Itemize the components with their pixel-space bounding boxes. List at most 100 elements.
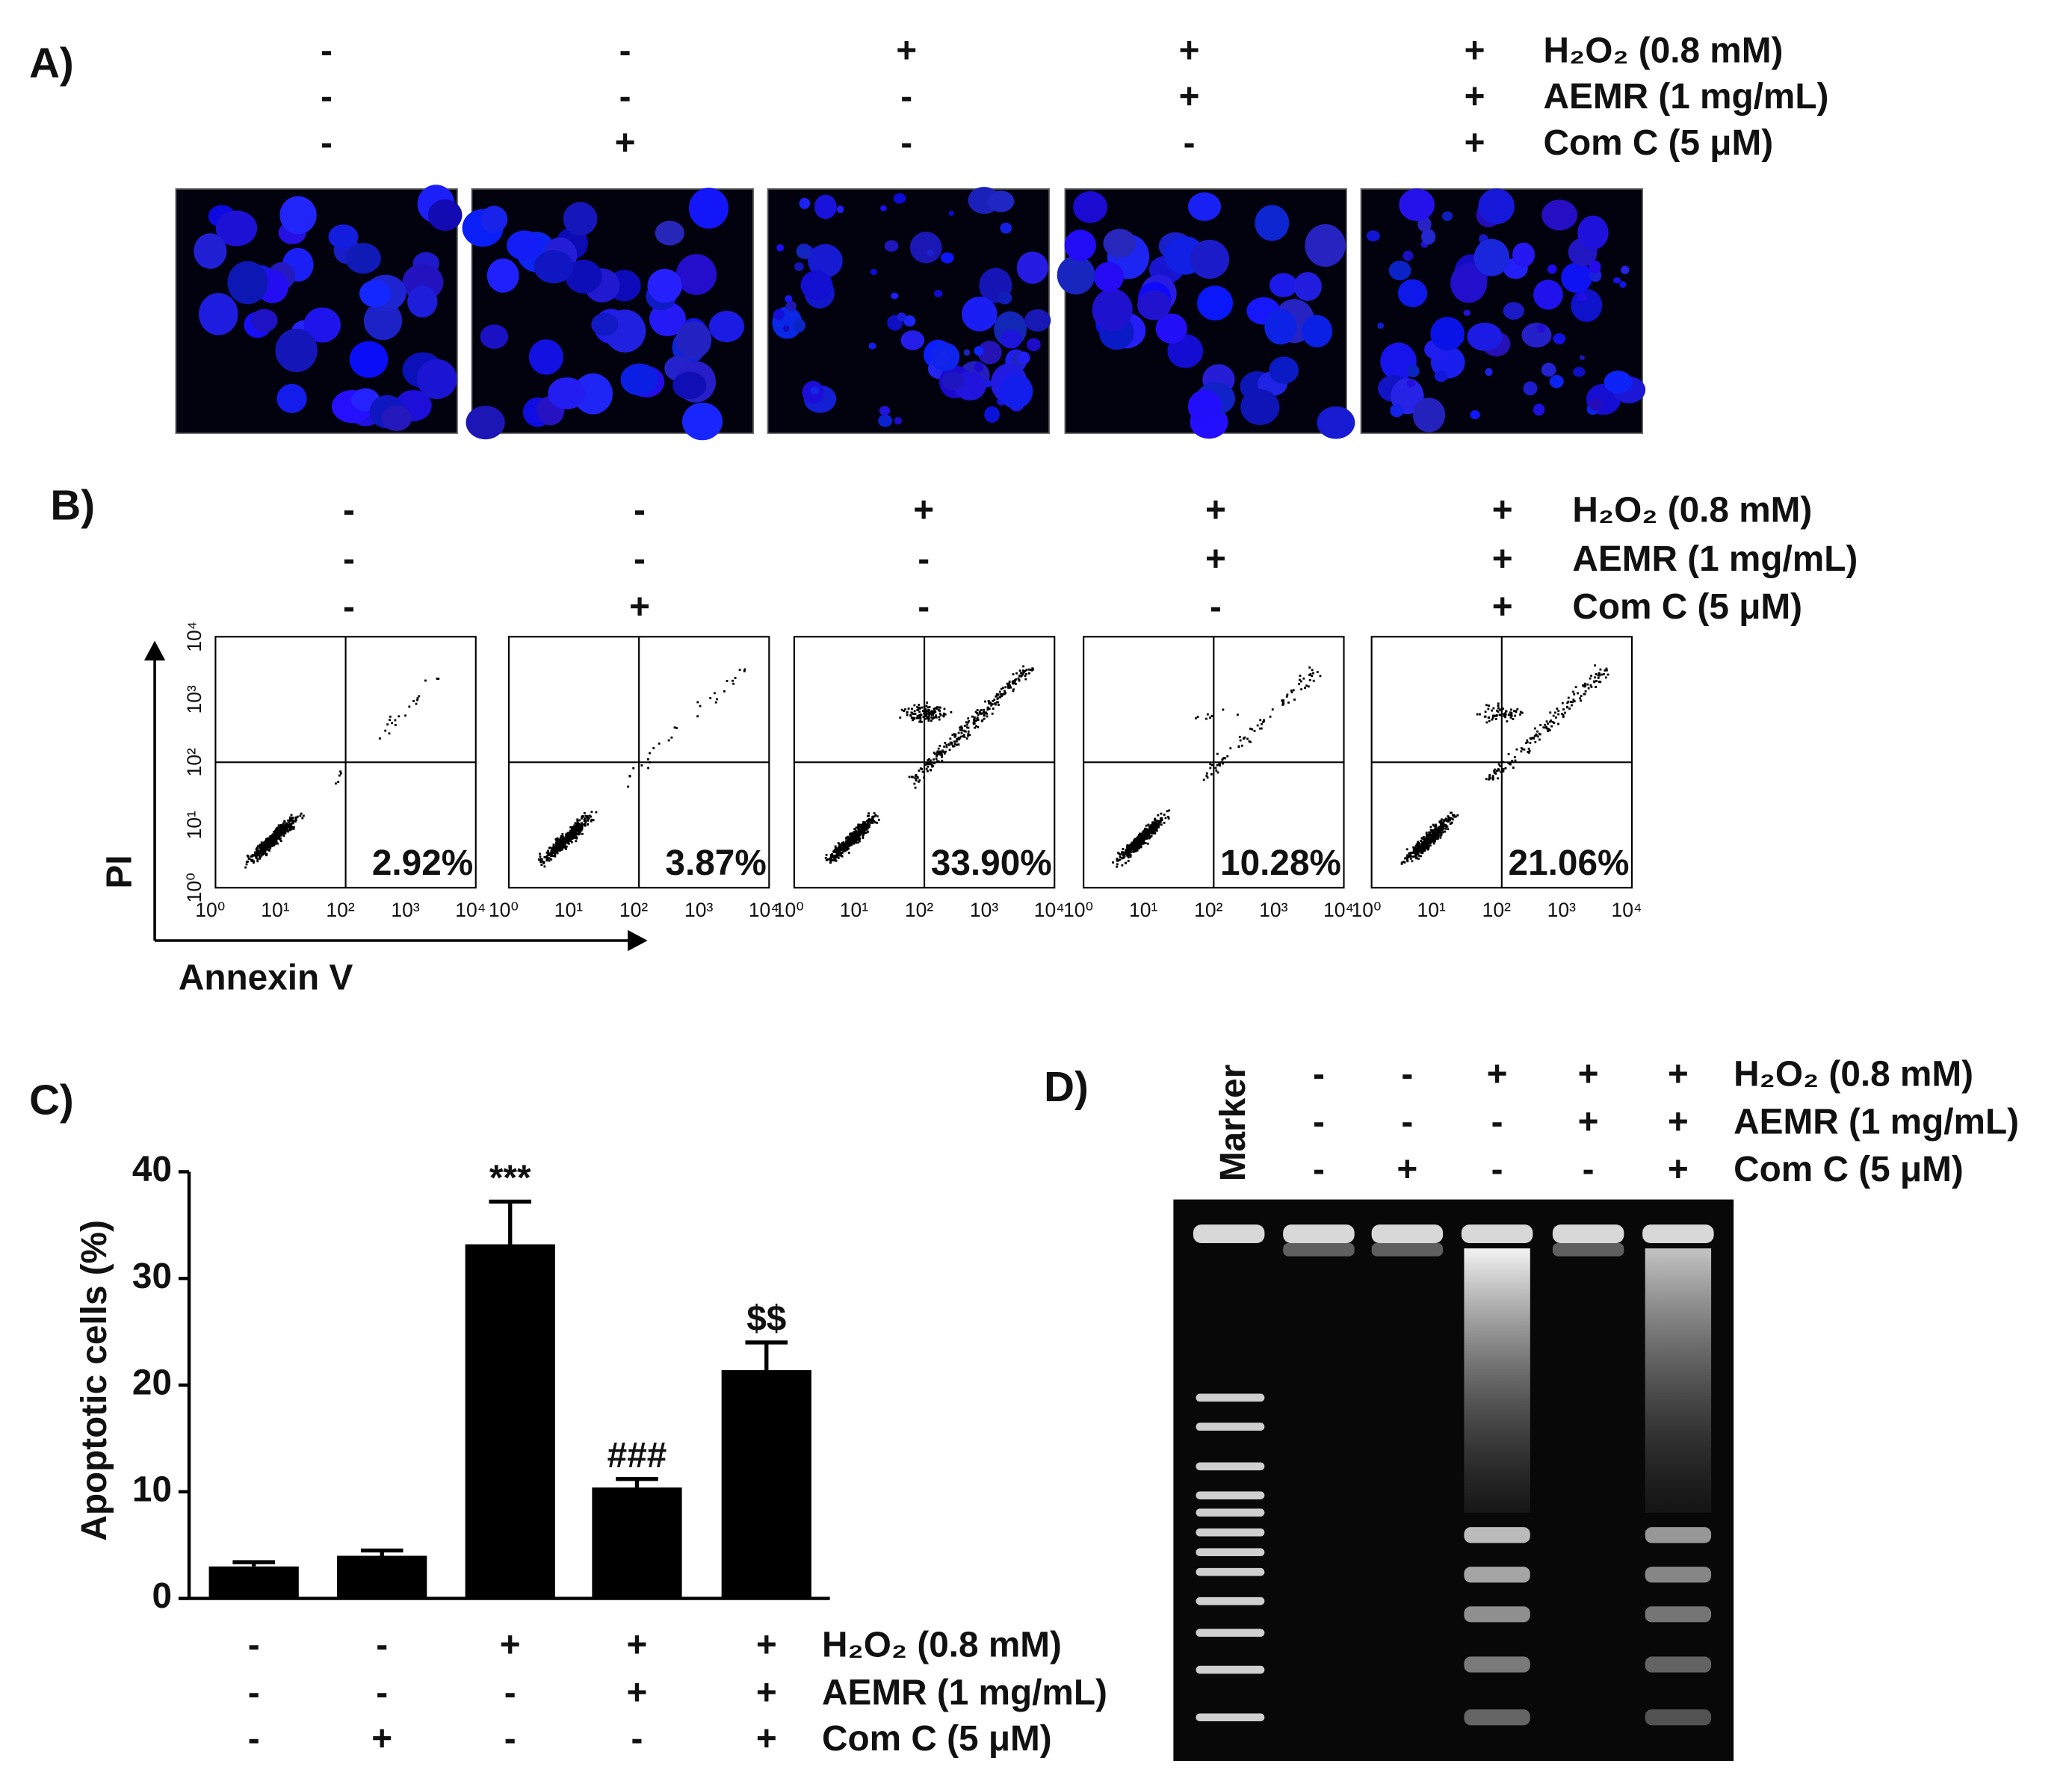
event-dot [1509, 716, 1512, 719]
event-dot [670, 736, 673, 739]
event-dot [1417, 852, 1420, 855]
event-dot [1141, 834, 1143, 836]
event-dot [1237, 746, 1240, 749]
event-dot [928, 717, 930, 720]
event-dot [845, 840, 847, 843]
event-dot [563, 843, 566, 846]
event-dot [279, 827, 282, 830]
event-dot [1519, 713, 1521, 716]
dna-band [1645, 1709, 1712, 1726]
nucleus [1197, 285, 1234, 320]
event-dot [578, 825, 581, 828]
event-dot [1246, 737, 1249, 740]
event-dot [936, 750, 939, 753]
event-dot [1151, 823, 1154, 826]
nucleus [900, 330, 925, 350]
event-dot [984, 700, 986, 703]
event-dot [1411, 860, 1414, 863]
event-dot [918, 780, 920, 783]
event-dot [1405, 856, 1408, 859]
event-dot [1550, 725, 1553, 728]
event-dot [939, 752, 942, 755]
event-dot [260, 846, 263, 849]
event-dot [285, 826, 288, 829]
nucleus [1407, 365, 1420, 378]
event-dot [950, 743, 953, 746]
event-dot [967, 717, 970, 720]
event-dot [1572, 699, 1575, 701]
nucleus [1017, 351, 1030, 365]
event-dot [1504, 716, 1506, 719]
event-dot [965, 737, 968, 740]
event-dot [1153, 826, 1155, 828]
event-dot [986, 712, 989, 715]
event-dot [859, 833, 862, 836]
nucleus [359, 279, 392, 308]
nucleus [1503, 302, 1524, 320]
event-dot [1015, 678, 1018, 681]
event-dot [1435, 831, 1438, 834]
event-dot [1414, 850, 1417, 853]
event-dot [1282, 699, 1285, 702]
event-dot [436, 678, 439, 680]
nucleus [1103, 229, 1136, 258]
event-dot [835, 859, 838, 862]
event-dot [1439, 826, 1442, 829]
event-dot [842, 844, 845, 847]
event-dot [1163, 821, 1166, 824]
event-dot [960, 729, 963, 732]
dna-band [1645, 1606, 1712, 1623]
event-dot [1420, 849, 1423, 852]
event-dot [1572, 690, 1574, 693]
treatment-sign: + [1668, 1102, 1689, 1142]
nucleus [507, 230, 542, 261]
event-dot [1506, 720, 1509, 722]
event-dot [853, 831, 856, 834]
event-dot [558, 838, 561, 841]
event-dot [1210, 715, 1213, 717]
dna-band [1552, 1242, 1624, 1257]
event-dot [1153, 829, 1156, 831]
event-dot [1285, 695, 1288, 698]
nucleus [649, 302, 686, 337]
nucleus [941, 371, 965, 391]
nucleus [1000, 222, 1012, 234]
event-dot [965, 723, 968, 726]
event-dot [1542, 726, 1545, 729]
event-dot [1308, 679, 1311, 681]
nucleus [1612, 277, 1621, 284]
event-dot [1249, 740, 1252, 743]
panel-label: B) [50, 482, 95, 529]
event-dot [1508, 713, 1511, 716]
event-dot [1589, 684, 1592, 687]
event-dot [1214, 767, 1217, 769]
treatment-sign: - [1491, 1150, 1503, 1189]
event-dot [923, 706, 926, 709]
event-dot [987, 699, 990, 702]
event-dot [1561, 713, 1563, 716]
event-dot [1131, 846, 1134, 849]
event-dot [1502, 768, 1505, 770]
event-dot [1260, 727, 1263, 730]
nucleus [480, 324, 509, 349]
event-dot [576, 833, 579, 836]
event-dot [1435, 829, 1438, 831]
event-dot [1136, 840, 1139, 843]
x-tick-label: 10² [326, 899, 354, 921]
event-dot [1120, 852, 1123, 855]
event-dot [1423, 841, 1426, 844]
event-dot [1528, 749, 1531, 752]
event-dot [1423, 846, 1425, 849]
event-dot [723, 690, 726, 693]
event-dot [256, 851, 259, 854]
treatment-sign: + [1492, 491, 1513, 530]
event-dot [259, 850, 261, 853]
gel-image [1173, 1199, 1734, 1762]
event-dot [262, 846, 265, 849]
nucleus [1403, 250, 1414, 261]
event-dot [1450, 811, 1453, 814]
event-dot [835, 851, 838, 854]
event-dot [976, 712, 978, 714]
event-dot [587, 817, 590, 820]
treatment-sign: - [248, 1719, 260, 1759]
